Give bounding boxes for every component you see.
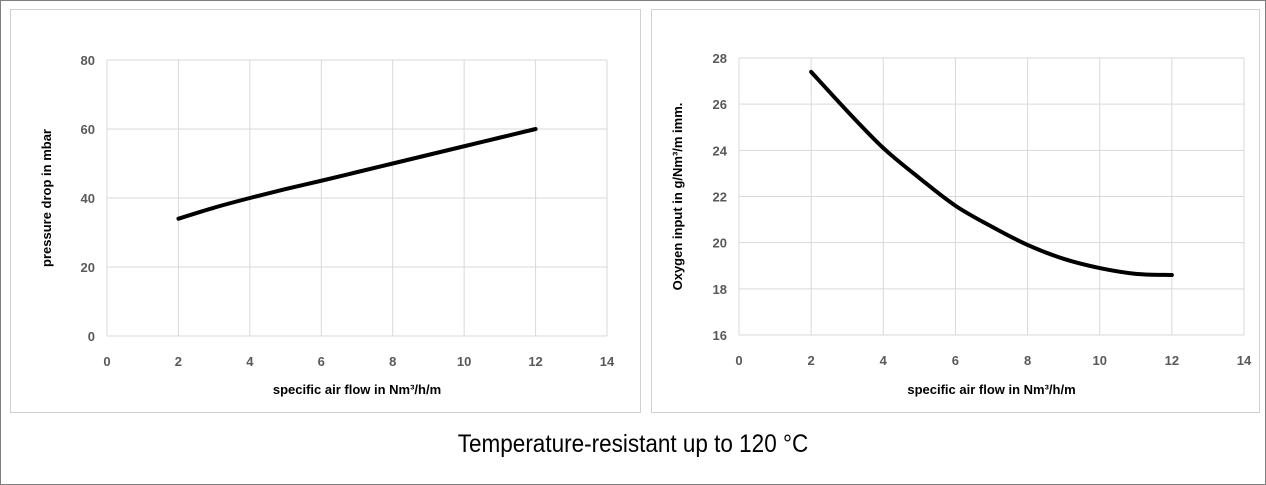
oxygen-xtick-label-7: 14 <box>1237 353 1252 368</box>
pressure-ytick-label-3: 60 <box>81 122 95 137</box>
oxygen-ytick-label-0: 16 <box>713 328 727 343</box>
pressure-xtick-label-4: 8 <box>389 354 396 369</box>
pressure-xtick-label-3: 6 <box>318 354 325 369</box>
oxygen-ytick-label-2: 20 <box>713 236 727 251</box>
pressure-xtick-label-1: 2 <box>175 354 182 369</box>
oxygen-xtick-label-0: 0 <box>735 353 742 368</box>
oxygen-xtick-label-3: 6 <box>952 353 959 368</box>
pressure-xtick-label-0: 0 <box>103 354 110 369</box>
pressure-x-axis-title: specific air flow in Nm³/h/m <box>273 382 441 397</box>
pressure-ytick-label-1: 20 <box>81 260 95 275</box>
oxygen-xtick-label-5: 10 <box>1092 353 1106 368</box>
pressure-gridlines <box>106 59 608 337</box>
figure-caption: Temperature-resistant up to 120 °C <box>457 430 809 458</box>
oxygen-ytick-label-4: 24 <box>713 143 728 158</box>
pressure-xtick-label-5: 10 <box>457 354 471 369</box>
pressure-ytick-label-2: 40 <box>81 191 95 206</box>
oxygen-series-line-0 <box>809 69 1174 277</box>
oxygen-y-axis-title: Oxygen input in g/Nm³/m imm. <box>670 103 685 291</box>
pressure-series-line-0 <box>176 127 538 221</box>
pressure-ytick-label-4: 80 <box>81 53 95 68</box>
pressure-y-axis-title: pressure drop in mbar <box>39 129 54 267</box>
oxygen-gridlines <box>738 57 1245 336</box>
oxygen-ytick-label-6: 28 <box>713 51 727 66</box>
oxygen-ytick-label-1: 18 <box>713 282 727 297</box>
chart-pressure-drop-svg: 0 20 40 60 80 0 2 4 6 8 10 12 14 specific air flow in… <box>39 53 615 397</box>
oxygen-x-axis-title: specific air flow in Nm³/h/m <box>907 382 1075 397</box>
chart-oxygen-input: 16 18 20 22 24 26 28 0 2 4 6 8 10 12 14 specific air fl… <box>651 9 1260 413</box>
pressure-xtick-label-2: 4 <box>246 354 254 369</box>
oxygen-xtick-label-6: 12 <box>1165 353 1179 368</box>
pressure-xtick-label-6: 12 <box>528 354 542 369</box>
pressure-xtick-label-7: 14 <box>600 354 615 369</box>
oxygen-xtick-label-1: 2 <box>808 353 815 368</box>
oxygen-ytick-label-5: 26 <box>713 97 727 112</box>
pressure-ytick-label-0: 0 <box>88 329 95 344</box>
chart-pressure-drop: 0 20 40 60 80 0 2 4 6 8 10 12 14 specific air flow in… <box>10 9 641 413</box>
oxygen-xtick-label-2: 4 <box>880 353 888 368</box>
oxygen-xtick-label-4: 8 <box>1024 353 1031 368</box>
oxygen-ytick-label-3: 22 <box>713 190 727 205</box>
